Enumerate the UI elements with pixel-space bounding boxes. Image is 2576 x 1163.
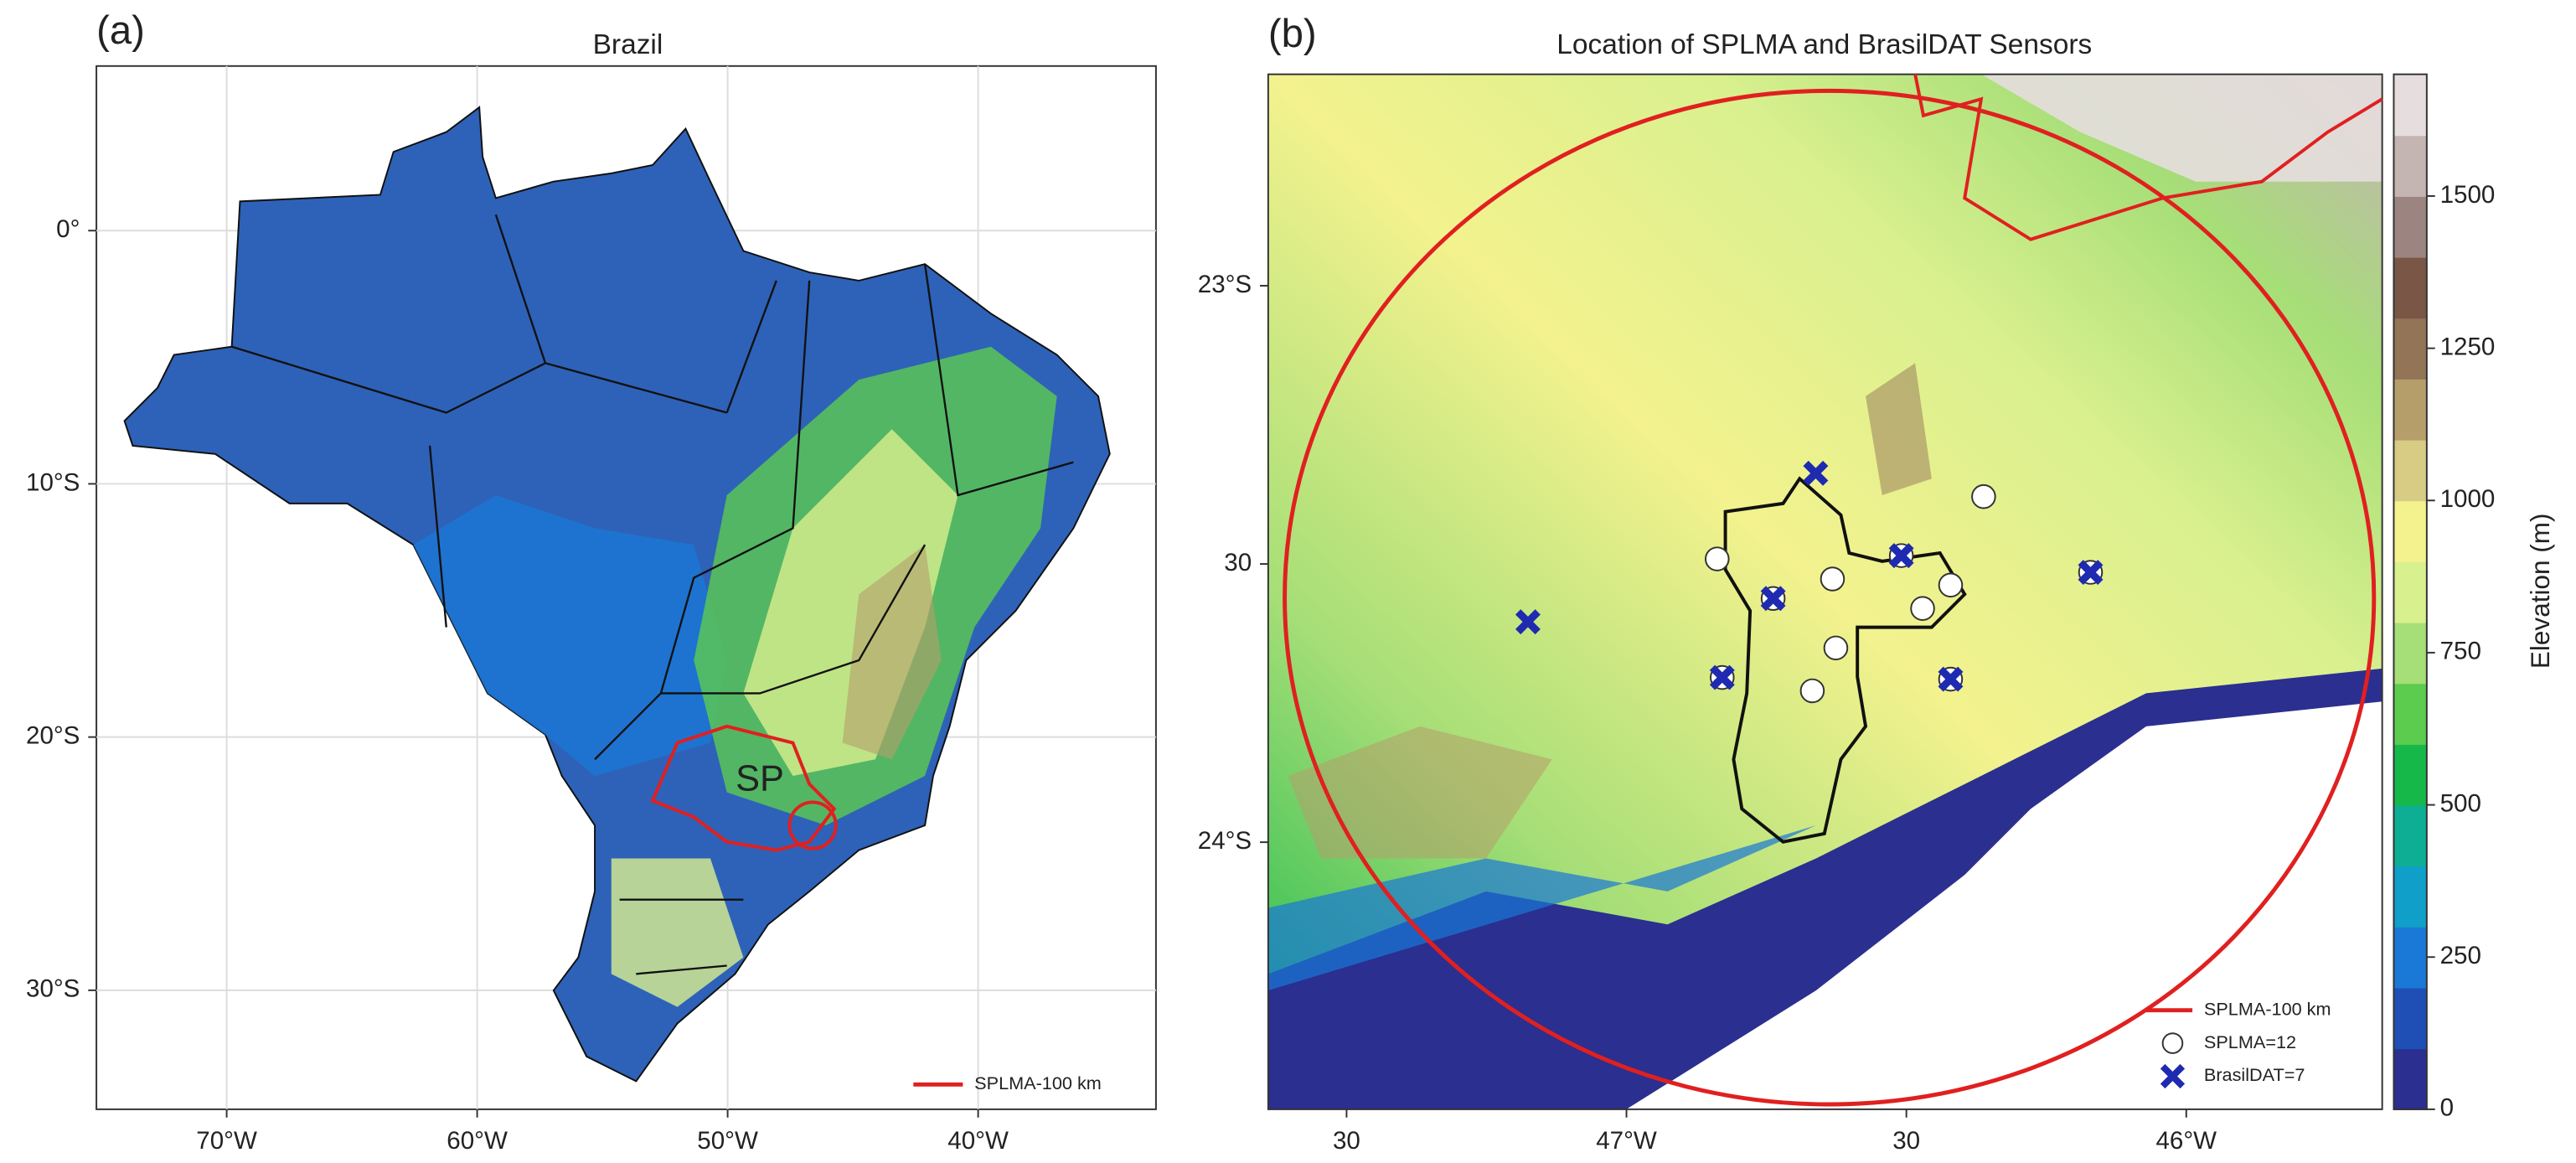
- colorbar-band: [2393, 622, 2427, 685]
- y-tick-label: 30°S: [26, 975, 80, 1003]
- terrain: [1980, 74, 2382, 182]
- y-tick-label: 10°S: [26, 468, 80, 496]
- splma-range: [787, 800, 838, 850]
- colorbar-band: [2393, 195, 2427, 258]
- y-tick-label: 0°: [56, 215, 80, 243]
- brasildat-sensor: [1888, 543, 1914, 569]
- splma-range: [1283, 88, 2377, 1107]
- splma-sensor: [1971, 483, 1996, 509]
- panel-title: Location of SPLMA and BrasilDAT Sensors: [1556, 29, 2092, 60]
- splma-sensor: [1910, 596, 1935, 621]
- splma-sensor: [1820, 566, 1846, 592]
- y-tick-label: 23°S: [1198, 271, 1252, 298]
- terrain: [611, 858, 744, 1007]
- colorbar-tick-label: 250: [2440, 942, 2481, 969]
- terrain: [1288, 726, 1552, 859]
- y-tick-label: 24°S: [1198, 827, 1252, 855]
- x-tick-label: 30: [1333, 1127, 1360, 1155]
- y-tick-label: 30: [1224, 549, 1252, 576]
- splma-sensor: [1823, 635, 1849, 661]
- colorbar-tick-label: 1250: [2440, 333, 2496, 360]
- colorbar-band: [2393, 683, 2427, 745]
- colorbar-band: [2393, 804, 2427, 867]
- colorbar-band: [2393, 135, 2427, 197]
- colorbar-tick-label: 1000: [2440, 485, 2496, 513]
- colorbar-band: [2393, 1048, 2427, 1110]
- terrain: [743, 429, 958, 776]
- x-tick-label: 30: [1892, 1127, 1920, 1155]
- x-tick-label: 47°W: [1596, 1127, 1657, 1155]
- region-label: SP: [736, 758, 784, 799]
- city-border: [1723, 476, 1967, 844]
- colorbar-band: [2393, 926, 2427, 989]
- legend-symbol: [2161, 1032, 2184, 1054]
- colorbar-tick-label: 500: [2440, 789, 2481, 817]
- terrain: [1267, 825, 1816, 991]
- colorbar-band: [2393, 256, 2427, 319]
- colorbar-band: [2393, 74, 2427, 137]
- brasildat-sensor: [1515, 609, 1541, 635]
- legend-symbol: [2160, 1063, 2186, 1089]
- x-tick-label: 60°W: [447, 1127, 508, 1155]
- colorbar-tick-label: 750: [2440, 638, 2481, 665]
- colorbar-band: [2393, 561, 2427, 623]
- panel-b-frame: [1267, 73, 2383, 1110]
- x-tick-label: 70°W: [196, 1127, 257, 1155]
- colorbar-band: [2393, 439, 2427, 502]
- state-border: [1913, 74, 2383, 241]
- x-tick-label: 46°W: [2155, 1127, 2217, 1155]
- y-tick-label: 20°S: [26, 721, 80, 749]
- colorbar-tick-label: 0: [2440, 1094, 2454, 1122]
- panel-title: Brazil: [593, 29, 663, 60]
- brasildat-sensor: [2078, 560, 2104, 585]
- colorbar-band: [2393, 318, 2427, 380]
- sea: [1626, 701, 2382, 1109]
- panel-label: (a): [96, 8, 145, 53]
- colorbar-band: [2393, 987, 2427, 1050]
- colorbar-label: Elevation (m): [2525, 513, 2555, 669]
- panel-label: (b): [1268, 12, 1317, 56]
- brasildat-sensor: [1760, 586, 1786, 612]
- x-tick-label: 50°W: [697, 1127, 758, 1155]
- colorbar-band: [2393, 743, 2427, 806]
- colorbar-tick-label: 1500: [2440, 181, 2496, 209]
- legend-text: SPLMA-100 km: [974, 1073, 1102, 1093]
- colorbar-band: [2393, 500, 2427, 562]
- splma-sensor: [1705, 546, 1730, 571]
- colorbar-frame: [2393, 73, 2428, 1110]
- terrain: [1866, 363, 1932, 496]
- state-borders: [231, 214, 1074, 975]
- colorbar-band: [2393, 378, 2427, 441]
- legend-text: BrasilDAT=7: [2204, 1064, 2305, 1085]
- brasildat-sensor: [1803, 460, 1829, 486]
- legend-text: SPLMA=12: [2204, 1031, 2296, 1052]
- splma-sensor: [1938, 572, 1964, 598]
- x-tick-label: 40°W: [947, 1127, 1009, 1155]
- brasildat-sensor: [1709, 664, 1735, 690]
- terrain: [842, 545, 942, 760]
- brasildat-sensor: [1938, 666, 1964, 692]
- sp-state-border: [650, 724, 837, 852]
- legend-text: SPLMA-100 km: [2204, 998, 2331, 1019]
- colorbar-band: [2393, 866, 2427, 928]
- splma-sensor: [1799, 678, 1825, 704]
